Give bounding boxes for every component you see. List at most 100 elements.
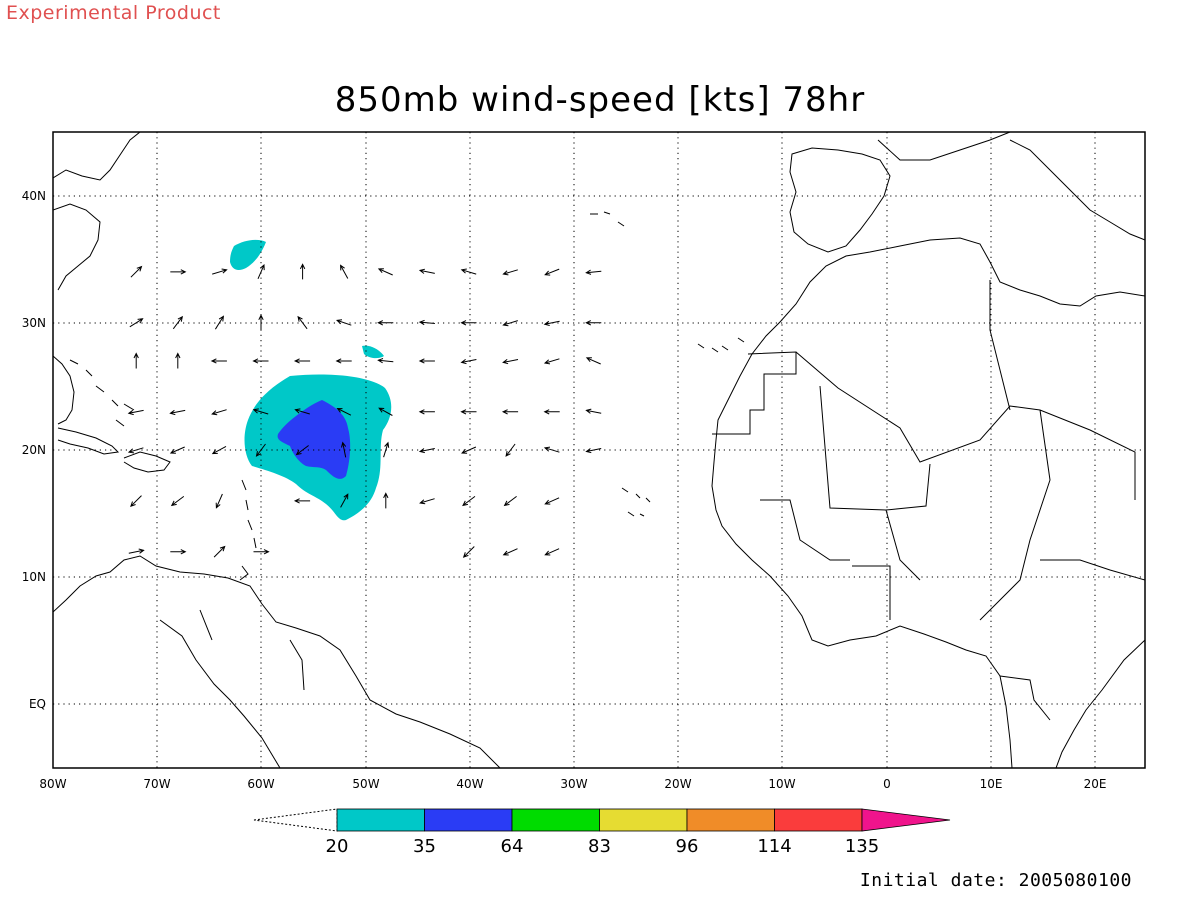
- wind-vector-arrow: [252, 408, 269, 415]
- wind-vector-arrow: [169, 409, 186, 416]
- wind-vector-arrow: [297, 315, 308, 330]
- wind-vector-arrow: [294, 408, 310, 415]
- colorbar-label: 135: [845, 836, 879, 857]
- hispaniola-coast: [123, 451, 171, 473]
- cape-verde-islands: [621, 487, 651, 517]
- wind-vector-arrow: [585, 357, 601, 365]
- wind-vector-arrow: [129, 318, 144, 328]
- wind-vector-arrow: [213, 545, 226, 558]
- wind-vector-arrow: [383, 441, 390, 458]
- wind-vector-arrow: [170, 269, 187, 275]
- wind-vector-arrow: [341, 441, 347, 458]
- wind-vector-arrow: [418, 268, 435, 274]
- wind-vector-arrow: [503, 496, 517, 507]
- wind-vector-arrow: [502, 320, 518, 327]
- cuba-coast: [57, 427, 120, 455]
- wind-vector-arrow: [460, 268, 477, 275]
- wind-vector-arrow: [128, 548, 145, 554]
- wind-vector-arrow: [257, 264, 265, 280]
- initial-date: Initial date: 2005080100: [859, 870, 1132, 891]
- wind-vector-arrow: [211, 409, 227, 416]
- france-italy-coast: [877, 132, 1145, 241]
- wind-vector-arrow: [585, 448, 602, 454]
- wind-vector-arrow: [211, 445, 227, 455]
- wind-vector-arrow: [543, 358, 560, 365]
- wind-vector-arrow: [210, 358, 227, 364]
- wind-vector-arrow: [543, 409, 560, 415]
- south-america-interior: [159, 609, 305, 768]
- wind-vector-arrow: [340, 264, 349, 279]
- wind-vector-arrow: [293, 358, 311, 364]
- wind-vector-arrow: [335, 358, 352, 364]
- wind-vector-arrow: [340, 493, 349, 508]
- colorbar-swatch: [774, 808, 863, 832]
- wind-20kt-patch-north: [230, 239, 266, 270]
- wind-vector-arrow: [214, 315, 225, 330]
- wind-vector-arrow: [336, 319, 352, 326]
- wind-vector-arrow: [378, 407, 393, 416]
- colorbar-swatch: [511, 808, 600, 832]
- wind-vector-arrow: [127, 447, 144, 454]
- colorbar-swatch: [424, 808, 513, 832]
- wind-vector-arrow: [258, 314, 264, 331]
- wind-20kt-patch-small: [362, 345, 384, 359]
- wind-vector-arrow: [336, 407, 352, 416]
- canary-islands: [697, 337, 745, 353]
- wind-vector-arrow: [418, 448, 435, 454]
- wind-vector-arrow: [418, 358, 435, 364]
- lon-tick-label: 70W: [143, 777, 170, 791]
- wind-vector-arrow: [418, 409, 435, 415]
- lesser-antilles: [239, 479, 257, 581]
- wind-vector-arrow: [418, 319, 435, 326]
- coastlines: [53, 132, 1145, 768]
- colorbar-label: 64: [501, 836, 524, 857]
- north-america-coast: [53, 132, 141, 425]
- wind-vector-arrow: [585, 320, 602, 326]
- colorbar-swatch: [336, 808, 425, 832]
- lat-tick-label: EQ: [29, 697, 46, 711]
- wind-vector-arrow: [585, 408, 602, 414]
- wind-vector-arrow: [215, 493, 223, 509]
- wind-vector-arrow: [377, 268, 393, 276]
- wind-vector-arrow: [255, 443, 266, 457]
- lon-tick-label: 40W: [456, 777, 483, 791]
- wind-vector-arrow: [419, 498, 435, 505]
- wind-vector-arrow: [383, 492, 389, 509]
- lon-tick-labels: 80W 70W 60W 50W 40W 30W 20W 10W 0 10E 20…: [39, 777, 1106, 791]
- colorbar-swatch: [599, 808, 688, 832]
- azores: [590, 211, 625, 227]
- wind-vector-arrow: [170, 549, 187, 555]
- colorbar-low-triangle: [253, 808, 338, 832]
- colorbar-label: 114: [757, 836, 791, 857]
- wind-vector-arrow: [505, 443, 516, 457]
- wind-vector-arrow: [253, 549, 270, 555]
- wind-vector-arrow: [462, 546, 475, 558]
- colorbar-label: 96: [676, 836, 699, 857]
- colorbar-label: 83: [588, 836, 611, 857]
- wind-vector-arrow: [169, 446, 185, 454]
- wind-vector-arrow: [544, 268, 560, 276]
- lon-tick-label: 10W: [768, 777, 795, 791]
- wind-vector-arrow: [252, 358, 269, 364]
- wind-vector-arrow: [460, 359, 477, 365]
- map-content: [53, 132, 1145, 768]
- map-grid: [53, 132, 1145, 768]
- colorbar: 20 35 64 83 96 114 135: [253, 808, 951, 857]
- wind-vector-arrow: [585, 269, 602, 275]
- lon-tick-label: 20E: [1084, 777, 1107, 791]
- wind-speed-field: [230, 239, 392, 521]
- wind-vector-arrow: [377, 320, 394, 326]
- lon-tick-label: 60W: [247, 777, 274, 791]
- lat-tick-label: 10N: [22, 570, 46, 584]
- wind-vector-arrow: [133, 352, 139, 369]
- wind-vector-arrow: [544, 548, 560, 556]
- wind-vector-arrow: [502, 269, 518, 276]
- africa-borders: [712, 280, 1145, 721]
- colorbar-high-triangle: [861, 808, 951, 832]
- africa-east-coast: [1055, 639, 1145, 768]
- north-africa-coast: [711, 237, 1145, 768]
- wind-vector-arrow: [295, 445, 309, 456]
- wind-vector-arrow: [127, 409, 144, 416]
- wind-vector-arrow: [172, 315, 184, 330]
